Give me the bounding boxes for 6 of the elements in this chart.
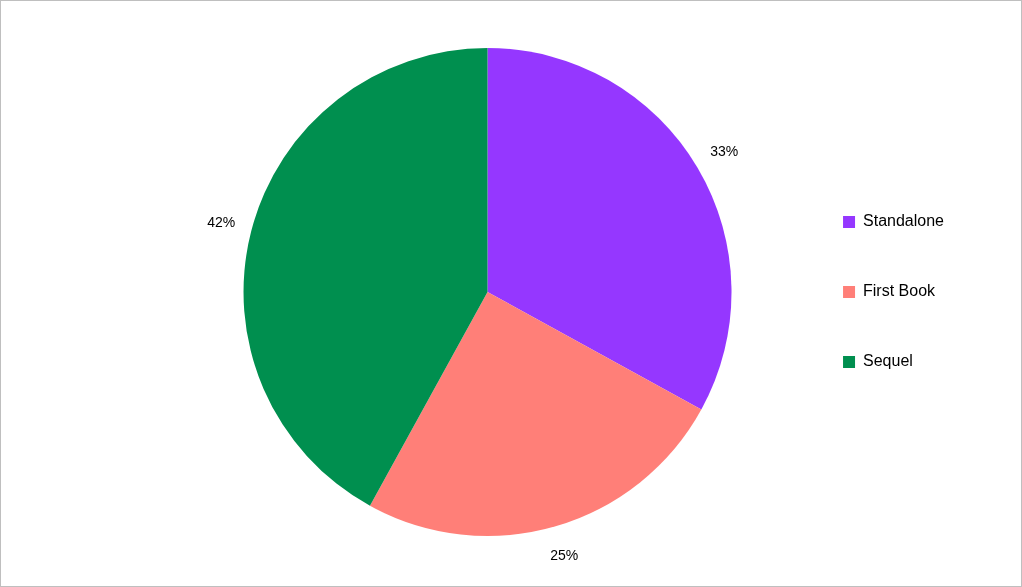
legend-label: First Book — [863, 282, 937, 300]
data-label: 25% — [550, 546, 579, 563]
legend-label: Sequel — [863, 352, 913, 370]
legend-label: Standalone — [863, 212, 945, 230]
data-label: 42% — [207, 214, 236, 231]
data-label: 33% — [710, 142, 739, 159]
